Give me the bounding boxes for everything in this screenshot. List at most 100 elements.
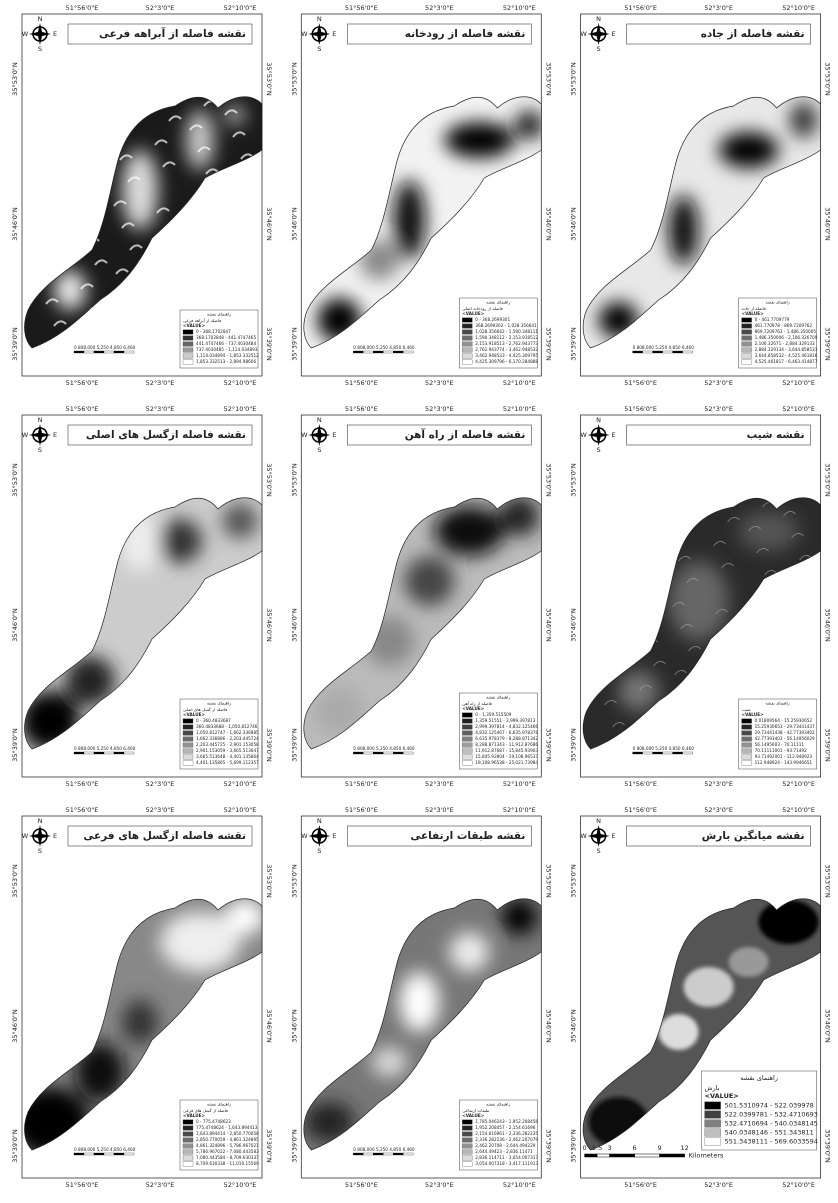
map-title: نقشه فاصله از جاده <box>701 28 805 40</box>
compass-letter: W <box>22 431 29 439</box>
raster-zone <box>618 671 659 711</box>
legend-swatch <box>741 329 752 335</box>
legend-swatch <box>462 730 473 736</box>
compass-letter: S <box>597 446 601 454</box>
latitude-label: 35°39'0"N <box>11 728 19 762</box>
latitude-label: 35°53'0"N <box>544 62 552 96</box>
legend-swatch <box>182 353 194 359</box>
scale-segment <box>682 350 693 354</box>
latitude-label: 35°53'0"N <box>265 62 273 96</box>
legend-heading: راهنمای نقشه <box>486 300 510 305</box>
longitude-label: 51°56'0"E <box>345 780 378 788</box>
longitude-label: 52°3'0"E <box>146 4 175 12</box>
legend-swatch <box>182 760 194 766</box>
compass-letter: E <box>332 832 336 840</box>
scale-label: 9 <box>658 1144 662 1152</box>
map-title: نقشه فاصله از رودخانه <box>405 28 526 40</box>
raster-texture <box>154 139 168 146</box>
longitude-label: 51°56'0"E <box>624 780 657 788</box>
legend-field: <VALUE> <box>183 323 205 328</box>
legend-item: 2,999.397814 - 4,832.125466 <box>475 724 538 729</box>
scale-segment <box>363 751 374 755</box>
scale-segment <box>103 1152 115 1156</box>
legend-item: 775.4748624 - 1,643.894413 <box>196 1125 258 1130</box>
legend-item: 5,786.967022 - 7,080.443583 <box>196 1149 259 1154</box>
longitude-label: 52°10'0"E <box>503 405 536 413</box>
legend-swatch <box>741 748 752 754</box>
longitude-label: 52°3'0"E <box>146 780 175 788</box>
legend-item: 1,359.51551 - 2,999.397813 <box>475 718 535 723</box>
legend-item: 2,762.943774 - 3,462.948532 <box>475 347 538 352</box>
legend-swatch <box>462 353 473 359</box>
legend-item: 56.1495603 - 70.11111 <box>755 742 805 747</box>
latitude-label: 35°53'0"N <box>544 864 552 898</box>
raster-texture <box>721 563 734 569</box>
longitude-label: 51°56'0"E <box>345 806 378 814</box>
legend-swatch <box>182 359 194 365</box>
legend-swatch <box>462 1155 473 1161</box>
legend-item: 551.3438111 - 569.6033594 <box>725 1138 818 1146</box>
legend-field: <VALUE> <box>705 1092 739 1100</box>
legend-swatch <box>462 1161 473 1167</box>
scale-segment <box>383 1152 394 1156</box>
legend-item: 368.1702848 - 441.4747465 <box>196 335 256 340</box>
scale-segment <box>403 751 414 755</box>
legend-item: 0 - 360.4833687 <box>196 718 231 723</box>
latitude-label: 35°46'0"N <box>570 207 578 241</box>
scale-segment <box>93 751 105 755</box>
legend-swatch <box>182 1119 194 1125</box>
compass-letter: E <box>53 832 57 840</box>
legend-field: <VALUE> <box>462 706 484 711</box>
legend-item: 3,054.007318 - 3,417.111913 <box>475 1161 538 1166</box>
legend-swatch <box>462 724 473 730</box>
legend-item: 7,080.443584 - 8,709.630337 <box>196 1155 259 1160</box>
scale-segment <box>113 751 125 755</box>
legend-item: 4,832.125467 - 6,635.978378 <box>475 730 538 735</box>
legend-name: شیب <box>742 707 751 712</box>
latitude-label: 35°46'0"N <box>265 207 273 241</box>
legend-swatch <box>182 1131 194 1137</box>
latitude-label: 35°53'0"N <box>570 62 578 96</box>
legend-swatch <box>741 353 752 359</box>
legend-swatch <box>704 1119 721 1128</box>
region-outline <box>303 898 542 1151</box>
scale-segment <box>103 350 115 354</box>
raster-zone <box>75 1042 125 1102</box>
scale-segment <box>363 350 374 354</box>
scale-label: 0 808,000 5,250 4,850 6,460 <box>74 1147 136 1152</box>
raster-texture <box>162 161 176 168</box>
scale-segment <box>353 1152 364 1156</box>
latitude-label: 35°39'0"N <box>824 728 832 762</box>
legend-name: فاصله از جاده <box>742 306 766 311</box>
legend-item: 1,853.332513 - 2,894.98606 <box>196 359 256 364</box>
latitude-label: 35°39'0"N <box>290 728 298 762</box>
legend-swatch <box>462 1119 473 1125</box>
region-outline <box>582 497 821 750</box>
legend-swatch <box>741 341 752 347</box>
compass-letter: W <box>301 832 308 840</box>
legend-item: 1,050.812747 - 1,662.336885 <box>196 730 259 735</box>
raster-zone <box>718 132 779 168</box>
legend-swatch <box>182 335 194 341</box>
legend-field: <VALUE> <box>742 311 764 316</box>
raster-texture <box>674 670 687 676</box>
legend-swatch <box>462 329 473 335</box>
scale-label: 6 <box>633 1144 637 1152</box>
raster-texture <box>612 722 625 728</box>
legend-swatch <box>462 359 473 365</box>
raster-texture <box>129 244 143 251</box>
compass-letter: W <box>580 832 587 840</box>
raster-texture <box>639 685 652 691</box>
compass-letter: S <box>38 446 42 454</box>
legend-item: 4,401.135865 - 5,699.112357 <box>196 760 259 765</box>
legend-item: 1,028.356642 - 1,590.348111 <box>475 329 538 334</box>
latitude-label: 35°46'0"N <box>824 1009 832 1043</box>
legend-swatch <box>182 1149 194 1155</box>
raster-texture <box>715 609 728 615</box>
raster-texture <box>121 222 135 229</box>
raster-texture <box>80 283 94 290</box>
legend-swatch <box>182 730 194 736</box>
scale-segment <box>103 751 115 755</box>
longitude-label: 52°3'0"E <box>704 1181 733 1189</box>
